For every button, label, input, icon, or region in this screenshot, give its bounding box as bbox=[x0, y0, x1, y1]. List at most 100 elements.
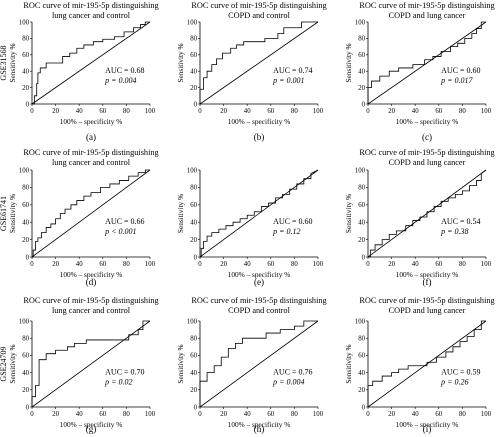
reference-line bbox=[31, 169, 151, 258]
x-tick-label: 100 bbox=[145, 411, 156, 418]
chart-title: COPD and lung cancer bbox=[389, 11, 466, 20]
x-tick-label: 100 bbox=[481, 411, 492, 418]
x-axis-label: 100% – specificity % bbox=[60, 117, 123, 126]
x-tick-label: 0 bbox=[30, 261, 34, 268]
y-tick-label: 60 bbox=[358, 202, 365, 209]
y-tick-label: 40 bbox=[190, 370, 197, 377]
panel-label: (g) bbox=[86, 424, 97, 434]
roc-curve bbox=[32, 21, 150, 105]
panel-label: (d) bbox=[86, 277, 97, 287]
y-tick-label: 20 bbox=[22, 85, 29, 92]
y-tick-label: 100 bbox=[187, 318, 198, 325]
chart-title: COPD and lung cancer bbox=[389, 306, 466, 315]
reference-line bbox=[199, 320, 319, 408]
y-tick-label: 60 bbox=[190, 353, 197, 360]
y-tick-label: 0 bbox=[26, 101, 30, 108]
x-tick-label: 20 bbox=[52, 261, 59, 268]
y-tick-label: 100 bbox=[355, 167, 366, 174]
auc-annotation: AUC = 0.59 bbox=[441, 367, 480, 376]
panel-label: (c) bbox=[422, 132, 432, 142]
y-tick-label: 20 bbox=[22, 237, 29, 244]
y-axis-label: Sensitivity % bbox=[176, 43, 185, 82]
p-value-annotation: p < 0.001 bbox=[104, 227, 136, 236]
roc-panel-9: ROC curve of mir-195-5p distinguishingCO… bbox=[344, 296, 495, 434]
y-axis-label: Sensitivity % bbox=[8, 43, 17, 82]
x-tick-label: 0 bbox=[30, 108, 34, 115]
chart-title: ROC curve of mir-195-5p distinguishing bbox=[359, 148, 494, 157]
y-tick-label: 20 bbox=[358, 387, 365, 394]
x-tick-label: 20 bbox=[220, 411, 227, 418]
x-tick-label: 80 bbox=[291, 108, 298, 115]
x-tick-label: 0 bbox=[198, 411, 202, 418]
y-tick-label: 20 bbox=[190, 237, 197, 244]
y-tick-label: 80 bbox=[190, 36, 197, 43]
x-tick-label: 80 bbox=[123, 261, 130, 268]
y-tick-label: 100 bbox=[187, 167, 198, 174]
roc-curve bbox=[367, 320, 486, 407]
y-tick-label: 80 bbox=[358, 336, 365, 343]
chart-title: ROC curve of mir-195-5p distinguishing bbox=[23, 148, 158, 157]
p-value-annotation: p = 0.12 bbox=[272, 227, 300, 236]
y-tick-label: 20 bbox=[358, 85, 365, 92]
x-tick-label: 80 bbox=[123, 108, 130, 115]
x-tick-label: 20 bbox=[220, 261, 227, 268]
x-axis-label: 100% – specificity % bbox=[60, 420, 123, 429]
y-tick-label: 100 bbox=[355, 19, 366, 26]
chart-title: ROC curve of mir-195-5p distinguishing bbox=[359, 1, 494, 10]
chart-title: lung cancer and control bbox=[52, 11, 131, 20]
reference-line bbox=[31, 320, 151, 408]
y-tick-label: 0 bbox=[362, 404, 366, 411]
x-axis-label: 100% – specificity % bbox=[396, 420, 459, 429]
x-tick-label: 0 bbox=[198, 108, 202, 115]
auc-annotation: AUC = 0.60 bbox=[273, 217, 312, 226]
chart-title: ROC curve of mir-195-5p distinguishing bbox=[191, 296, 326, 305]
y-tick-label: 0 bbox=[194, 404, 198, 411]
x-tick-label: 0 bbox=[198, 261, 202, 268]
x-tick-label: 20 bbox=[52, 108, 59, 115]
y-tick-label: 60 bbox=[22, 353, 29, 360]
auc-annotation: AUC = 0.54 bbox=[441, 217, 480, 226]
panel-label: (i) bbox=[423, 424, 432, 434]
x-tick-label: 40 bbox=[244, 261, 251, 268]
y-tick-label: 60 bbox=[22, 52, 29, 59]
auc-annotation: AUC = 0.68 bbox=[105, 66, 144, 75]
chart-title: lung cancer and control bbox=[52, 306, 131, 315]
x-tick-label: 100 bbox=[145, 261, 156, 268]
x-tick-label: 0 bbox=[30, 411, 34, 418]
y-tick-label: 80 bbox=[358, 36, 365, 43]
chart-title: lung cancer and control bbox=[52, 158, 131, 167]
y-tick-label: 20 bbox=[190, 85, 197, 92]
roc-curve bbox=[199, 21, 318, 104]
x-tick-label: 40 bbox=[244, 411, 251, 418]
y-tick-label: 0 bbox=[362, 254, 366, 261]
x-tick-label: 0 bbox=[366, 411, 370, 418]
p-value-annotation: p = 0.02 bbox=[104, 377, 132, 386]
auc-annotation: AUC = 0.66 bbox=[105, 217, 144, 226]
x-tick-label: 60 bbox=[267, 411, 274, 418]
p-value-annotation: p = 0.001 bbox=[272, 76, 304, 85]
x-tick-label: 100 bbox=[481, 261, 492, 268]
x-tick-label: 40 bbox=[76, 261, 83, 268]
p-value-annotation: p = 0.017 bbox=[440, 76, 473, 85]
roc-panel-1: ROC curve of mir-195-5p distinguishinglu… bbox=[0, 1, 159, 142]
x-tick-label: 0 bbox=[366, 108, 370, 115]
x-tick-label: 40 bbox=[244, 108, 251, 115]
y-tick-label: 40 bbox=[22, 370, 29, 377]
roc-panel-5: 0 20 40 60 80 100 0 20 40 60 80 100 100% – specifici… bbox=[176, 167, 324, 287]
x-tick-label: 0 bbox=[366, 261, 370, 268]
roc-panel-3: ROC curve of mir-195-5p distinguishingCO… bbox=[344, 1, 495, 142]
reference-line bbox=[199, 169, 319, 258]
roc-curve bbox=[32, 169, 150, 258]
reference-line bbox=[199, 21, 319, 105]
x-tick-label: 20 bbox=[388, 108, 395, 115]
x-tick-label: 80 bbox=[291, 411, 298, 418]
x-tick-label: 60 bbox=[435, 108, 442, 115]
roc-panel-2: ROC curve of mir-195-5p distinguishingCO… bbox=[176, 1, 327, 142]
y-axis-label: Sensitivity % bbox=[344, 344, 353, 383]
y-axis-label: Sensitivity % bbox=[176, 194, 185, 233]
chart-title: ROC curve of mir-195-5p distinguishing bbox=[191, 1, 326, 10]
y-tick-label: 100 bbox=[355, 318, 366, 325]
panel-label: (b) bbox=[254, 132, 265, 142]
y-tick-label: 60 bbox=[190, 202, 197, 209]
